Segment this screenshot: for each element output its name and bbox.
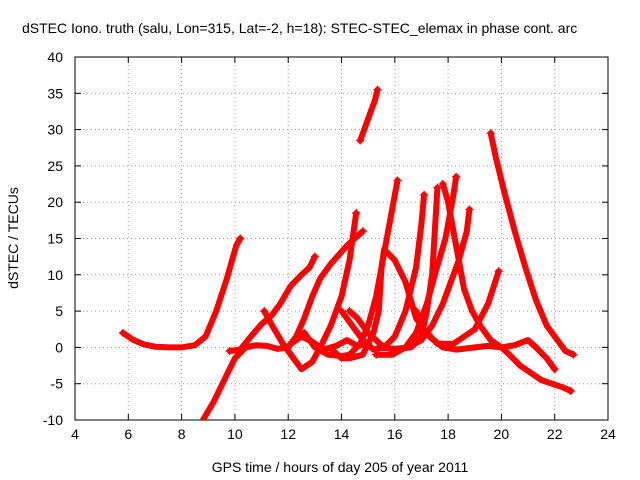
data-point-marker	[412, 307, 421, 316]
series-14	[438, 180, 575, 395]
series-15	[486, 129, 578, 359]
x-tick-label: 18	[440, 426, 456, 442]
data-point-marker	[372, 350, 381, 359]
series-line	[338, 191, 428, 353]
x-axis-label: GPS time / hours of day 205 of year 2011	[212, 459, 469, 475]
data-point-marker	[465, 205, 474, 214]
data-point-marker	[433, 183, 442, 192]
series-line	[330, 246, 502, 362]
x-tick-label: 6	[124, 426, 132, 442]
y-tick-label: -5	[51, 376, 64, 392]
x-tick-label: 22	[547, 426, 563, 442]
data-point-marker	[198, 416, 207, 420]
data-point-marker	[486, 129, 495, 138]
data-point-marker	[300, 328, 309, 337]
x-tick-label: 8	[178, 426, 186, 442]
y-axis-label: dSTEC / TECUs	[5, 187, 21, 289]
chart-title: dSTEC Iono. truth (salu, Lon=315, Lat=-2…	[22, 20, 577, 36]
y-tick-label: 25	[47, 158, 63, 174]
series-line	[301, 177, 401, 360]
series-line	[375, 184, 441, 352]
series-4	[260, 209, 361, 373]
series-line	[120, 235, 244, 351]
series-7	[337, 190, 429, 353]
data-point-marker	[438, 180, 447, 189]
data-point-marker	[420, 190, 429, 199]
data-point-marker	[373, 85, 382, 94]
data-point-marker	[393, 176, 402, 185]
grid-lines	[75, 57, 608, 420]
data-point-marker	[118, 328, 127, 337]
x-tick-label: 20	[494, 426, 510, 442]
data-point-marker	[329, 347, 338, 356]
y-tick-label: 20	[47, 194, 63, 210]
series-line	[199, 228, 366, 420]
y-tick-label: 15	[47, 231, 63, 247]
y-tick-label: -10	[43, 412, 63, 428]
y-tick-label: 40	[47, 49, 63, 65]
data-point-marker	[345, 307, 354, 316]
data-point-marker	[260, 307, 269, 316]
series-line	[413, 308, 558, 373]
y-tick-label: 10	[47, 267, 63, 283]
series-line	[439, 181, 574, 394]
series-line	[261, 210, 360, 373]
data-point-marker	[550, 365, 559, 374]
data-series	[118, 85, 578, 420]
data-point-marker	[310, 252, 319, 261]
x-tick-label: 4	[71, 426, 79, 442]
x-tick-label: 12	[280, 426, 296, 442]
x-tick-label: 10	[227, 426, 243, 442]
series-line	[357, 86, 381, 144]
y-tick-label: 35	[47, 85, 63, 101]
series-1	[118, 234, 245, 351]
data-point-marker	[494, 267, 503, 276]
data-point-marker	[358, 227, 367, 236]
data-point-marker	[566, 386, 575, 395]
series-8	[329, 246, 503, 362]
y-tick-label: 0	[55, 339, 63, 355]
data-point-marker	[452, 172, 461, 181]
data-point-marker	[374, 343, 383, 352]
x-tick-label: 14	[334, 426, 350, 442]
data-point-marker	[337, 307, 346, 316]
series-6	[300, 176, 402, 360]
data-point-marker	[356, 136, 365, 145]
data-point-marker	[286, 339, 295, 348]
axis-ticks: 4 6 8 10 12 14 16 18 20 22 24 -10 -5 0 5 10 15 20 25 30 35 40	[43, 49, 616, 442]
data-point-marker	[569, 350, 578, 359]
y-tick-label: 5	[55, 303, 63, 319]
data-point-marker	[225, 347, 234, 356]
data-point-marker	[352, 209, 361, 218]
series-line	[226, 253, 318, 354]
x-tick-label: 16	[387, 426, 403, 442]
series-3	[225, 252, 319, 356]
series-12	[374, 183, 442, 352]
data-point-marker	[236, 234, 245, 243]
series-13	[412, 307, 559, 374]
x-tick-label: 24	[600, 426, 616, 442]
y-tick-label: 30	[47, 122, 63, 138]
series-9	[356, 85, 382, 145]
series-line	[487, 130, 577, 358]
